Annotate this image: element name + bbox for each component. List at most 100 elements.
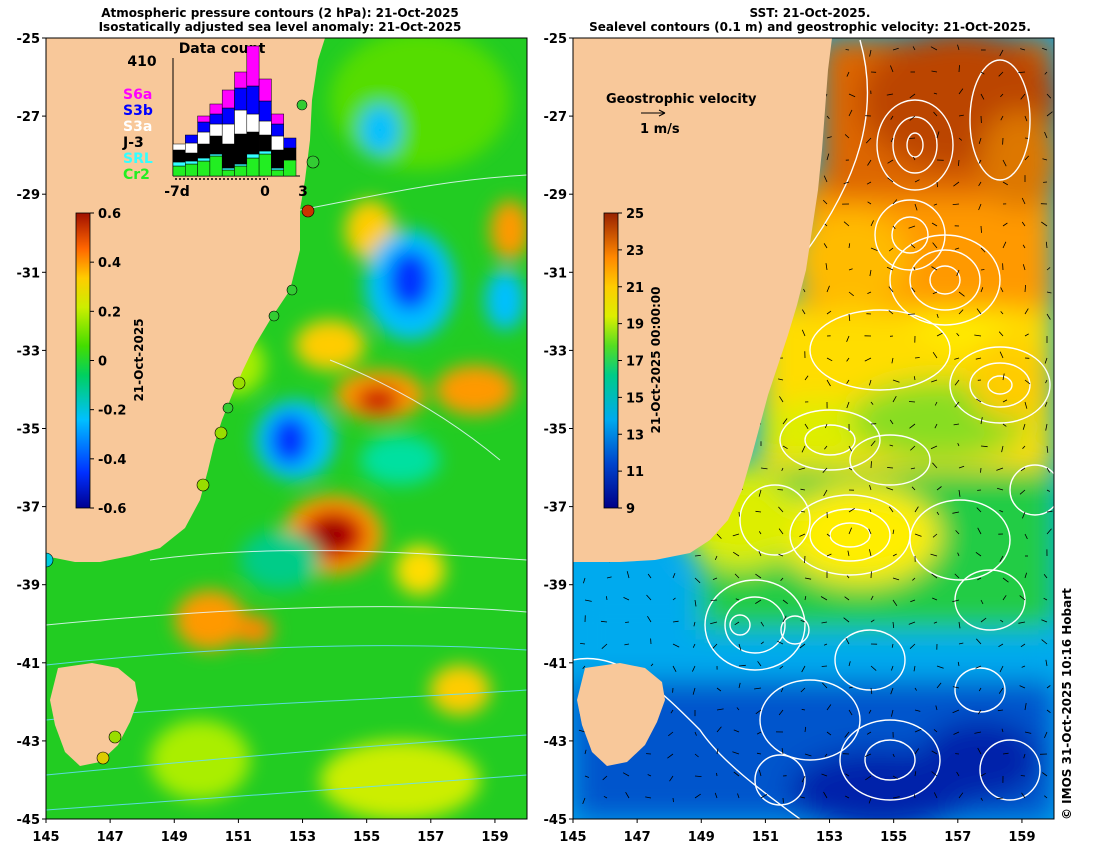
velocity-arrow	[1024, 533, 1028, 540]
velocity-arrow	[848, 686, 853, 689]
velocity-arrow	[980, 797, 983, 801]
velocity-arrow	[1022, 511, 1026, 519]
velocity-arrow	[580, 643, 586, 645]
velocity-arrow	[1045, 379, 1048, 384]
velocity-arrow	[625, 621, 630, 623]
velocity-arrow	[672, 665, 677, 672]
velocity-arrow	[864, 753, 872, 757]
histogram-bar-segment	[246, 85, 260, 115]
velocity-arrow	[892, 47, 899, 51]
velocity-arrow	[974, 731, 982, 734]
velocity-arrow	[714, 555, 718, 561]
velocity-arrow	[909, 643, 916, 649]
velocity-arrow	[914, 506, 919, 513]
velocity-arrow	[868, 528, 872, 535]
velocity-arrow	[1024, 284, 1026, 293]
velocity-arrow	[1022, 445, 1026, 449]
velocity-arrow	[584, 775, 590, 778]
velocity-arrow	[712, 577, 718, 580]
velocity-arrow	[846, 335, 850, 342]
data-count-x-label-start: -7d	[164, 184, 190, 200]
velocity-arrow	[870, 619, 875, 623]
velocity-arrow	[999, 351, 1004, 359]
velocity-arrow	[756, 731, 762, 735]
velocity-arrow	[710, 621, 718, 625]
histogram-bar-segment	[209, 153, 223, 157]
tide-gauge-markers	[46, 99, 320, 765]
velocity-arrow	[781, 748, 784, 755]
velocity-arrow	[892, 753, 895, 757]
velocity-arrow	[957, 661, 960, 667]
velocity-arrow	[931, 70, 938, 73]
velocity-arrow	[908, 401, 916, 403]
velocity-arrow	[824, 445, 828, 450]
sst-colorbar-tick-label: 13	[626, 428, 644, 443]
velocity-arrow	[980, 71, 985, 75]
velocity-arrow	[953, 181, 960, 187]
velocity-arrow	[1045, 241, 1048, 249]
velocity-arrow	[826, 704, 832, 711]
velocity-arrow	[826, 379, 831, 387]
velocity-arrow	[913, 156, 916, 161]
velocity-arrow	[870, 665, 877, 671]
velocity-arrow	[846, 357, 850, 362]
velocity-arrow	[626, 571, 630, 579]
velocity-arrow	[936, 486, 942, 491]
histogram-bar-segment	[221, 107, 235, 125]
velocity-arrow	[779, 396, 784, 403]
velocity-arrow	[601, 643, 608, 649]
histogram-bar-segment	[234, 133, 248, 165]
velocity-arrow	[820, 596, 828, 601]
velocity-arrow	[821, 621, 828, 624]
velocity-arrow	[954, 247, 960, 250]
velocity-arrow	[848, 467, 853, 471]
histogram-bar-segment	[258, 153, 272, 177]
velocity-arrow	[932, 291, 938, 295]
velocity-arrow	[650, 663, 654, 667]
left-title-line2: Isostatically adjusted sea level anomaly…	[98, 20, 462, 34]
velocity-arrow	[911, 486, 916, 491]
velocity-arrow	[998, 71, 1004, 77]
velocity-arrow	[1001, 728, 1004, 733]
right-lat-tick-label: -45	[544, 813, 568, 828]
velocity-arrow	[996, 797, 1004, 800]
velocity-arrow	[778, 506, 784, 513]
velocity-arrow	[1046, 467, 1051, 473]
right-title-line2: Sealevel contours (0.1 m) and geostrophi…	[589, 20, 1031, 34]
velocity-arrow	[845, 773, 850, 777]
velocity-arrow	[734, 573, 740, 579]
velocity-arrow	[1002, 577, 1009, 583]
velocity-arrow	[957, 44, 960, 51]
velocity-arrow	[889, 419, 894, 425]
velocity-arrow	[1022, 264, 1026, 271]
velocity-arrow	[892, 379, 900, 383]
velocity-arrow	[870, 461, 872, 469]
velocity-arrow	[823, 791, 828, 799]
legend-label-j-3: J-3	[122, 135, 144, 151]
histogram-bar-segment	[234, 71, 248, 89]
velocity-arrow	[952, 686, 960, 689]
velocity-arrow	[672, 597, 676, 601]
velocity-arrow	[844, 731, 850, 738]
velocity-arrow	[846, 575, 850, 579]
velocity-arrow	[936, 665, 944, 669]
velocity-arrow	[931, 266, 938, 271]
velocity-arrow	[958, 792, 964, 799]
velocity-arrow	[908, 621, 916, 625]
velocity-arrow	[848, 527, 852, 535]
velocity-arrow	[801, 329, 806, 337]
sst-colorbar-tick-label: 11	[626, 465, 644, 480]
velocity-arrow	[843, 181, 850, 185]
velocity-arrow	[1046, 93, 1052, 99]
velocity-arrow	[1001, 445, 1004, 453]
velocity-arrow	[843, 617, 850, 623]
sla-colorbar-date: 21-Oct-2025	[132, 318, 146, 401]
velocity-arrow	[694, 753, 699, 758]
velocity-arrow	[936, 181, 938, 188]
velocity-arrow	[1002, 423, 1007, 427]
left-lon-tick-label: 149	[161, 830, 188, 845]
velocity-arrow	[758, 550, 762, 557]
sst-colorbar-tick-label: 25	[626, 207, 644, 222]
velocity-arrow	[980, 269, 985, 271]
right-lat-tick-label: -35	[544, 423, 568, 438]
